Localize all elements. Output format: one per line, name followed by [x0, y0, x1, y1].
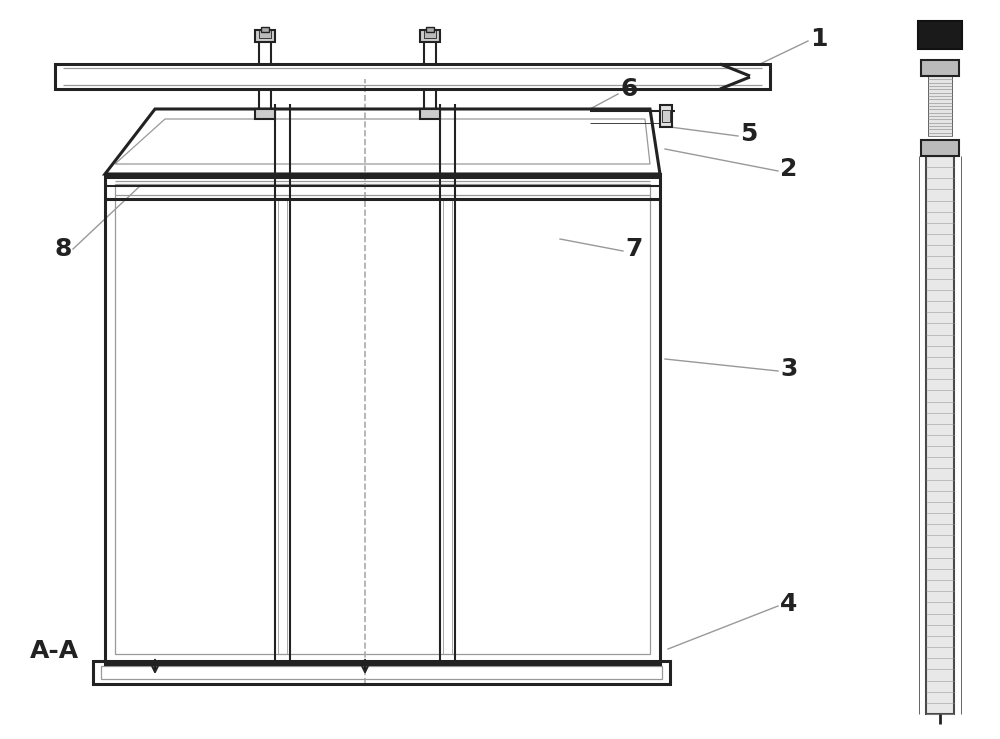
Bar	[921, 140, 959, 156]
Bar	[928, 76, 952, 136]
Bar	[424, 30, 436, 38]
Text: 7: 7	[625, 237, 642, 261]
Bar	[93, 661, 670, 684]
Bar	[660, 105, 672, 127]
Bar	[255, 30, 275, 42]
Text: 1: 1	[810, 27, 828, 51]
Text: 3: 3	[780, 357, 797, 381]
Bar	[55, 64, 770, 89]
Text: A-A: A-A	[30, 639, 79, 663]
Bar	[918, 21, 962, 49]
Bar	[426, 27, 434, 32]
Bar	[420, 109, 440, 119]
Bar	[662, 110, 670, 122]
Bar	[921, 60, 959, 76]
Text: 5: 5	[740, 122, 757, 146]
Bar	[259, 30, 271, 38]
Bar	[105, 174, 660, 664]
Bar	[101, 666, 662, 679]
Text: 2: 2	[780, 157, 797, 181]
Text: 4: 4	[780, 592, 797, 616]
Bar	[115, 184, 650, 654]
Text: 6: 6	[620, 77, 637, 101]
Text: 8: 8	[55, 237, 72, 261]
Bar	[420, 30, 440, 42]
Bar	[255, 109, 275, 119]
Bar	[261, 27, 269, 32]
Bar	[926, 156, 954, 714]
